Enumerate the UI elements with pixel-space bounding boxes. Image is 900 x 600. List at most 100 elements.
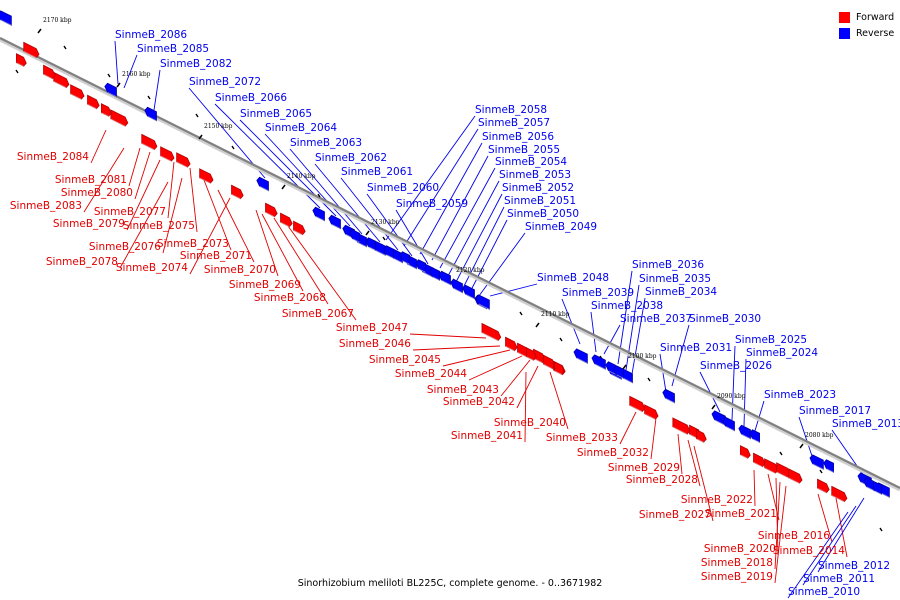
leader-line — [385, 115, 476, 241]
gene-label: SinmeB_2066 — [215, 92, 287, 104]
gene-label: SinmeB_2025 — [735, 334, 807, 346]
gene-label: SinmeB_2020 — [704, 543, 776, 555]
gene-sinmeb-2058 — [438, 270, 451, 286]
gene-sinmeb-2038 — [591, 354, 606, 370]
gene-label: SinmeB_2072 — [189, 76, 261, 88]
leader-line — [516, 365, 539, 409]
leader-line — [693, 445, 714, 522]
gene-sinmeb-2057 — [450, 278, 463, 294]
gene-sinmeb-2080 — [101, 103, 112, 117]
gene-sinmeb-2065 — [328, 214, 341, 230]
gene-label: SinmeB_2059 — [396, 198, 468, 210]
gene-label: SinmeB_2024 — [746, 347, 818, 359]
gene-sinmeb-2086 — [0, 10, 12, 26]
leader-line — [447, 180, 500, 277]
leader-line — [455, 193, 503, 283]
gene-sinmeb-2056 — [462, 284, 475, 300]
gene-sinmeb-2019 — [788, 468, 803, 484]
gene-sinmeb-2029 — [672, 417, 691, 435]
scale-dash — [147, 95, 151, 100]
scale-dash — [195, 113, 199, 118]
gene-sinmeb-2049 — [429, 267, 440, 281]
gene-label: SinmeB_2034 — [645, 286, 717, 298]
tick-label: 2150 kbp — [204, 123, 233, 130]
gene-label: SinmeB_2014 — [773, 545, 845, 557]
tick-label: 2090 kbp — [717, 393, 746, 400]
legend-forward-label: Forward — [856, 11, 895, 23]
gene-sinmeb-2085 — [104, 82, 117, 98]
gene-label: SinmeB_2019 — [701, 571, 773, 583]
gene-label: SinmeB_2026 — [700, 360, 772, 372]
gene-label: SinmeB_2051 — [504, 195, 576, 207]
scale-dash — [107, 73, 111, 78]
gene-sinmeb-2039 — [573, 348, 588, 364]
gene-sinmeb-2072 — [256, 176, 269, 192]
gene-sinmeb-2026 — [722, 416, 735, 432]
leader-line — [468, 355, 523, 381]
leader-line — [314, 163, 381, 243]
gene-sinmeb-2023 — [809, 454, 824, 470]
gene-sinmeb-2033 — [629, 395, 646, 413]
gene-label: SinmeB_2046 — [339, 338, 411, 350]
gene-sinmeb-2040 — [554, 361, 565, 375]
gene-label: SinmeB_2083 — [10, 200, 82, 212]
gene-sinmeb-2010 — [863, 477, 874, 491]
gene-label: SinmeB_2042 — [443, 396, 515, 408]
gene-label: SinmeB_2045 — [369, 354, 441, 366]
gene-label: SinmeB_2017 — [799, 405, 871, 417]
leader-line — [549, 371, 569, 430]
gene-label: SinmeB_2022 — [681, 494, 753, 506]
tick-label: 2100 kbp — [628, 353, 657, 360]
leader-line — [787, 511, 849, 599]
gene-sinmeb-2053 — [365, 237, 376, 251]
gene-label: SinmeB_2048 — [537, 272, 609, 284]
leader-line — [153, 69, 161, 111]
gene-labels: SinmeB_2086 SinmeB_2085 SinmeB_2082 SinmeB_… — [10, 29, 900, 598]
gene-label: SinmeB_2055 — [488, 144, 560, 156]
leader-lines — [83, 40, 865, 599]
gene-sinmeb-2082 — [144, 106, 157, 122]
gene-label: SinmeB_2056 — [482, 131, 554, 143]
scale-dash — [231, 145, 235, 150]
scale-ticks: 2170 kbp 2160 kbp 2150 kbp 2140 kbp 2130 kbp… — [15, 17, 883, 532]
leader-line — [603, 324, 621, 355]
scale-dash — [382, 236, 386, 241]
gene-label: SinmeB_2037 — [620, 313, 692, 325]
gene-sinmeb-2077 — [141, 133, 158, 151]
gene-label: SinmeB_2013 — [832, 418, 900, 430]
gene-sinmeb-2048 — [475, 294, 490, 310]
leader-line — [774, 485, 787, 584]
legend: Forward Reverse — [839, 9, 894, 41]
leader-line — [625, 284, 640, 371]
scale-dash — [879, 527, 883, 532]
tick-label: 2080 kbp — [805, 432, 834, 439]
scale-dash — [779, 451, 783, 456]
gene-label: SinmeB_2031 — [660, 342, 732, 354]
leader-line — [439, 167, 496, 269]
gene-label: SinmeB_2071 — [180, 250, 252, 262]
leader-line — [123, 54, 138, 89]
gene-sinmeb-2066 — [312, 206, 325, 222]
gene-label: SinmeB_2053 — [499, 169, 571, 181]
gene-label: SinmeB_2018 — [701, 557, 773, 569]
gene-label: SinmeB_2058 — [475, 104, 547, 116]
gene-label: SinmeB_2073 — [157, 238, 229, 250]
gene-sinmeb-2052 — [383, 245, 394, 259]
leader-line — [217, 189, 255, 263]
gene-label: SinmeB_2063 — [290, 137, 362, 149]
gene-sinmeb-2025 — [738, 424, 751, 440]
gene-label: SinmeB_2075 — [123, 220, 195, 232]
gene-sinmeb-2051 — [399, 251, 410, 265]
gene-label: SinmeB_2032 — [577, 447, 649, 459]
gene-label: SinmeB_2064 — [265, 122, 337, 134]
gene-label: SinmeB_2069 — [229, 279, 301, 291]
legend-forward: Forward — [839, 9, 894, 25]
leader-line — [90, 129, 107, 164]
gene-label: SinmeB_2076 — [89, 241, 161, 253]
gene-label: SinmeB_2021 — [705, 508, 777, 520]
gene-sinmeb-2081 — [110, 109, 129, 127]
gene-label: SinmeB_2049 — [525, 221, 597, 233]
leader-line — [189, 197, 231, 275]
leader-line — [475, 232, 526, 301]
